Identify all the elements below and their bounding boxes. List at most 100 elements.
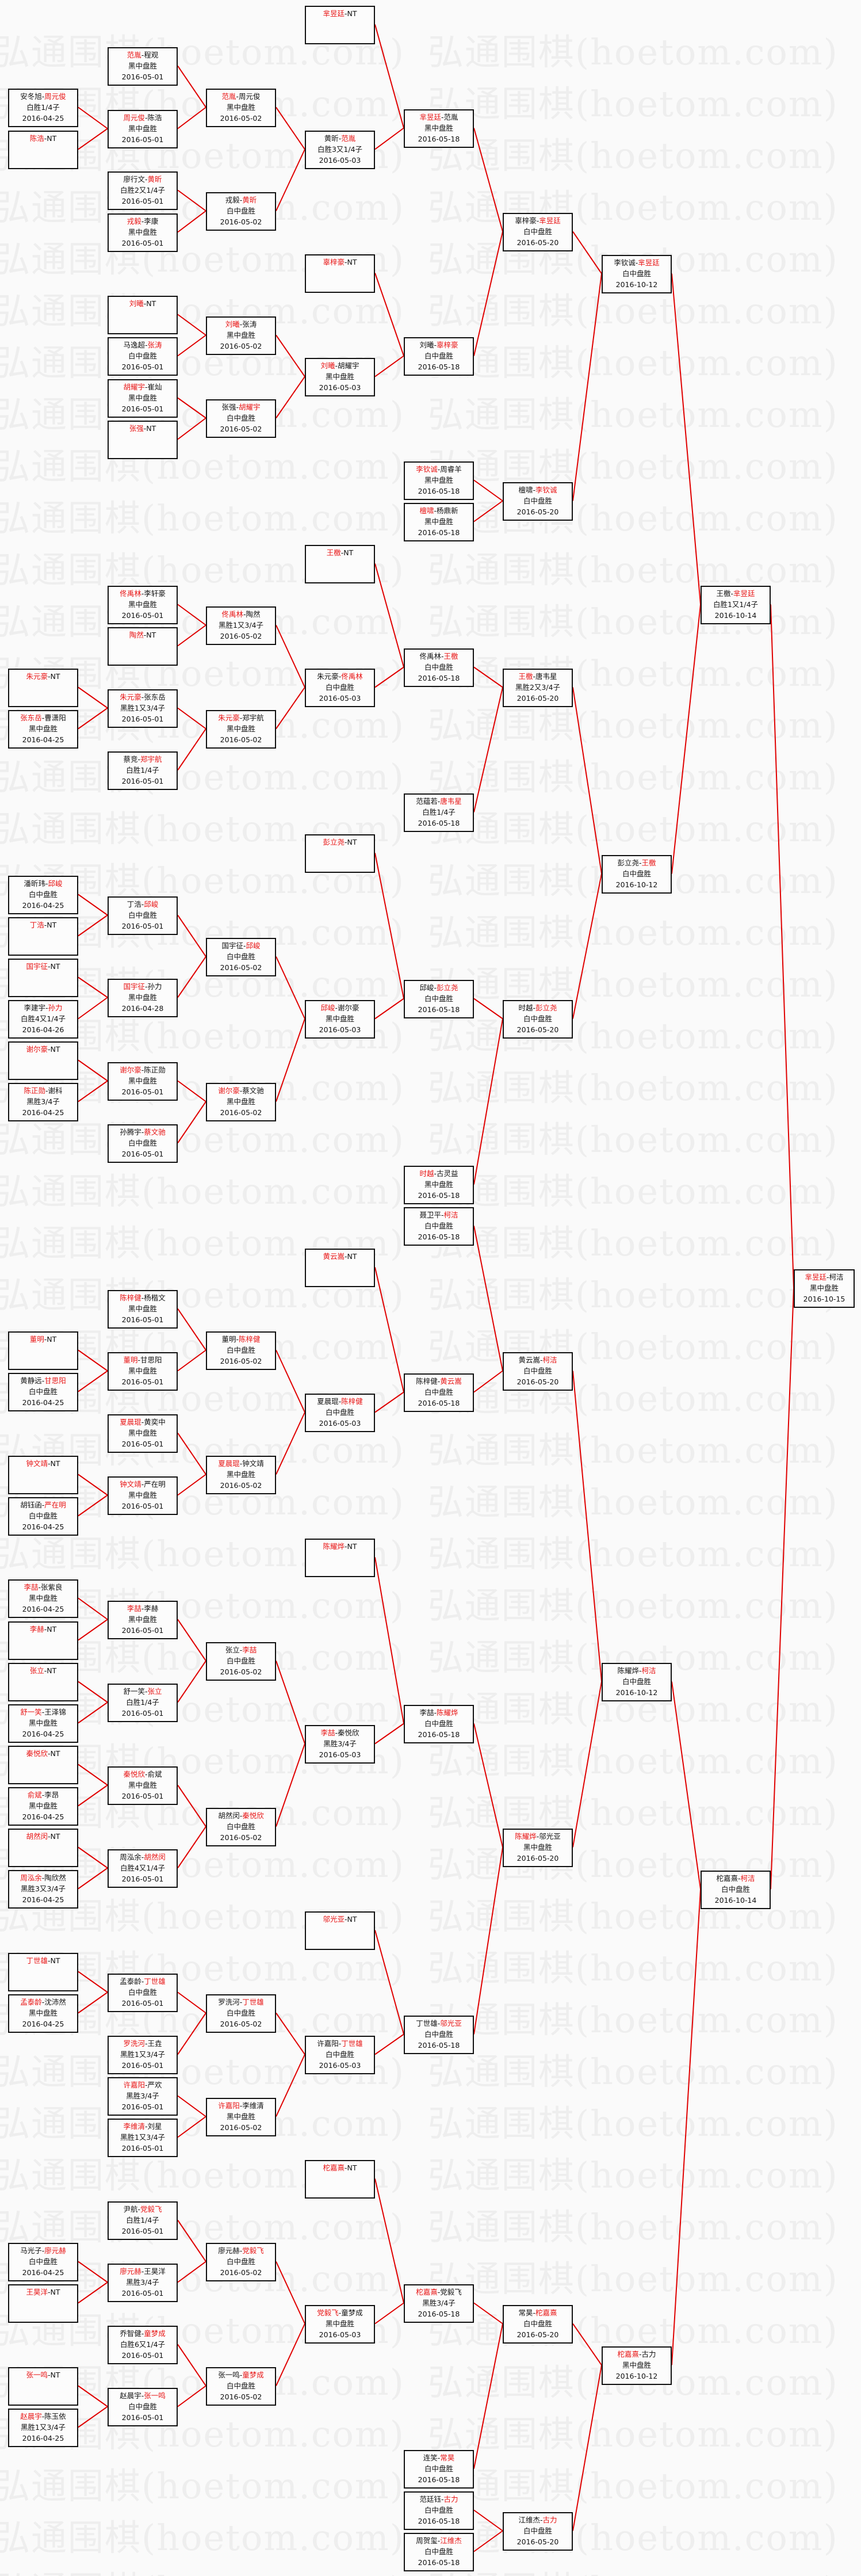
player-2-name: 王檄: [443, 652, 458, 661]
connector-line: [177, 397, 206, 419]
match-box: 罗洗河-王垚 黑胜1又3/4子 2016-05-01: [108, 2036, 178, 2074]
watermark-text: 弘通围棋(hoetom.com): [427, 652, 839, 694]
connector-line: [78, 1784, 108, 1807]
connector-line: [473, 1018, 503, 1185]
separator: -: [141, 2391, 144, 2400]
player-2-name: 丁世雄: [242, 1998, 264, 2006]
separator: -: [141, 2329, 144, 2338]
player-2-name: 张立: [147, 1687, 162, 1696]
separator: -: [243, 610, 246, 619]
player-1-name: 范胤: [221, 92, 236, 101]
separator: -: [141, 217, 144, 226]
player-2-name: 黄昕: [242, 196, 257, 204]
match-box: 朱元豪-佟禹林 白中盘胜 2016-05-03: [305, 669, 375, 707]
match-players: 陈耀烨-NT: [306, 1541, 374, 1552]
match-date: 2016-05-01: [121, 1150, 164, 1158]
match-date: 2016-04-25: [22, 1108, 64, 1117]
watermark-row: 弘通围棋(hoetom.com)弘通围棋(hoetom.com)弘通围棋(hoe…: [0, 2146, 861, 2198]
player-1-name: 俞斌: [27, 1791, 42, 1799]
match-box: 刘曦-胡耀宇 黑中盘胜 2016-05-03: [305, 358, 375, 396]
player-1-name: 佟禹林: [120, 589, 141, 598]
match-players: 许嘉阳-严欢: [109, 2079, 177, 2090]
watermark-text: 弘通围棋(hoetom.com): [427, 911, 839, 953]
player-1-name: 廖元赫: [218, 2246, 240, 2255]
match-box: 连笑-常昊 白中盘胜 2016-05-18: [404, 2450, 474, 2489]
separator: -: [141, 51, 144, 59]
separator: -: [141, 1977, 144, 1986]
player-1-name: 陶然: [129, 631, 144, 639]
separator: -: [345, 9, 347, 18]
player-1-name: 赵晨宇: [120, 2391, 141, 2400]
match-players: 李钦诚-芈昱廷: [603, 257, 671, 268]
separator: -: [335, 361, 338, 370]
connector-line: [374, 1723, 404, 1745]
match-players: 黄云嵩-NT: [306, 1251, 374, 1262]
match-result: 白中盘胜: [128, 1988, 157, 1997]
match-result: 黑中盘胜: [128, 124, 157, 133]
connector-line: [275, 686, 305, 730]
match-box: 范胤-程观 黑中盘胜 2016-05-01: [108, 47, 178, 86]
watermark-text: 弘通围棋(hoetom.com): [0, 290, 405, 332]
match-box: 檀啸-杨鼎新 黑中盘胜 2016-05-18: [404, 503, 474, 541]
watermark-text: 弘通围棋(hoetom.com): [427, 2102, 839, 2144]
match-players: 柁嘉熹-NT: [306, 2162, 374, 2173]
match-players: 孟泰龄-沈沛然: [9, 1997, 77, 2008]
match-box: 夏晨琨-钟文靖 黑中盘胜 2016-05-02: [206, 1456, 276, 1494]
bye-box: 芈昱廷-NT: [305, 6, 375, 44]
match-result: 黑胜3/4子: [422, 2299, 456, 2307]
separator: -: [536, 216, 539, 225]
watermark-text: 弘通围棋(hoetom.com): [0, 445, 405, 487]
match-result: 黑中盘胜: [128, 1429, 157, 1437]
match-players: 董明-陈梓健: [207, 1334, 275, 1345]
separator: -: [434, 506, 437, 515]
player-1-name: 秦悦欣: [26, 1749, 48, 1758]
match-result: 黑胜3又3/4子: [20, 1884, 66, 1893]
connector-line: [473, 1370, 503, 1393]
player-2-name: 沈沛然: [44, 1998, 66, 2006]
match-box: 时越-古灵益 黑中盘胜 2016-05-18: [404, 1166, 474, 1204]
player-2-name: 陈浩: [147, 113, 162, 122]
match-result: 黑中盘胜: [128, 394, 157, 402]
separator: -: [345, 258, 347, 266]
match-result: 白中盘胜: [226, 2257, 255, 2266]
bye-box: 王昊洋-NT: [8, 2284, 78, 2323]
separator: -: [826, 1273, 829, 1281]
player-1-name: 王昊洋: [26, 2288, 48, 2296]
match-players: 周贺玺-江维杰: [405, 2535, 473, 2546]
separator: -: [239, 320, 243, 329]
player-1-name: 朱元豪: [317, 672, 339, 681]
connector-line: [78, 1701, 108, 1724]
match-date: 2016-05-02: [220, 1357, 262, 1365]
connector-line: [78, 976, 108, 998]
connector-line: [473, 479, 503, 502]
player-1-name: 黄云嵩: [518, 1356, 540, 1364]
player-1-name: 赵晨宇: [20, 2412, 42, 2421]
match-players: 刘曦-NT: [109, 298, 177, 309]
separator: -: [437, 1377, 441, 1386]
match-players: 范蕴若-唐韦星: [405, 796, 473, 807]
watermark-text: 弘通围棋(hoetom.com): [427, 394, 839, 436]
player-1-name: 谢尔豪: [218, 1086, 240, 1095]
player-2-name: 王垚: [147, 2039, 162, 2048]
connector-line: [78, 914, 108, 937]
watermark-text: 弘通围棋(hoetom.com): [427, 342, 839, 384]
player-1-name: 戎毅: [225, 196, 240, 204]
separator: -: [239, 1811, 243, 1820]
separator: -: [48, 962, 51, 971]
connector-line: [78, 1349, 108, 1372]
player-1-name: 夏晨琨: [120, 1418, 141, 1426]
match-box: 佟禹林-李轩豪 黑中盘胜 2016-05-01: [108, 586, 178, 624]
separator: -: [143, 631, 147, 639]
player-1-name: 范蕴若: [416, 797, 438, 806]
player-2-name: 彭立尧: [535, 1003, 557, 1012]
player-1-name: 许嘉阳: [218, 2101, 240, 2110]
match-box: 周泓余-胡然闵 白胜4又1/4子 2016-05-01: [108, 1849, 178, 1888]
player-1-name: 佟禹林: [221, 610, 243, 619]
match-date: 2016-04-25: [22, 1895, 64, 1904]
watermark-text: 弘通围棋(hoetom.com): [427, 290, 839, 332]
separator: -: [239, 713, 243, 722]
player-2-name: 李昂: [44, 1791, 59, 1799]
match-date: 2016-05-01: [121, 1999, 164, 2008]
match-date: 2016-05-01: [121, 1315, 164, 1324]
match-date: 2016-05-03: [319, 1750, 361, 1759]
